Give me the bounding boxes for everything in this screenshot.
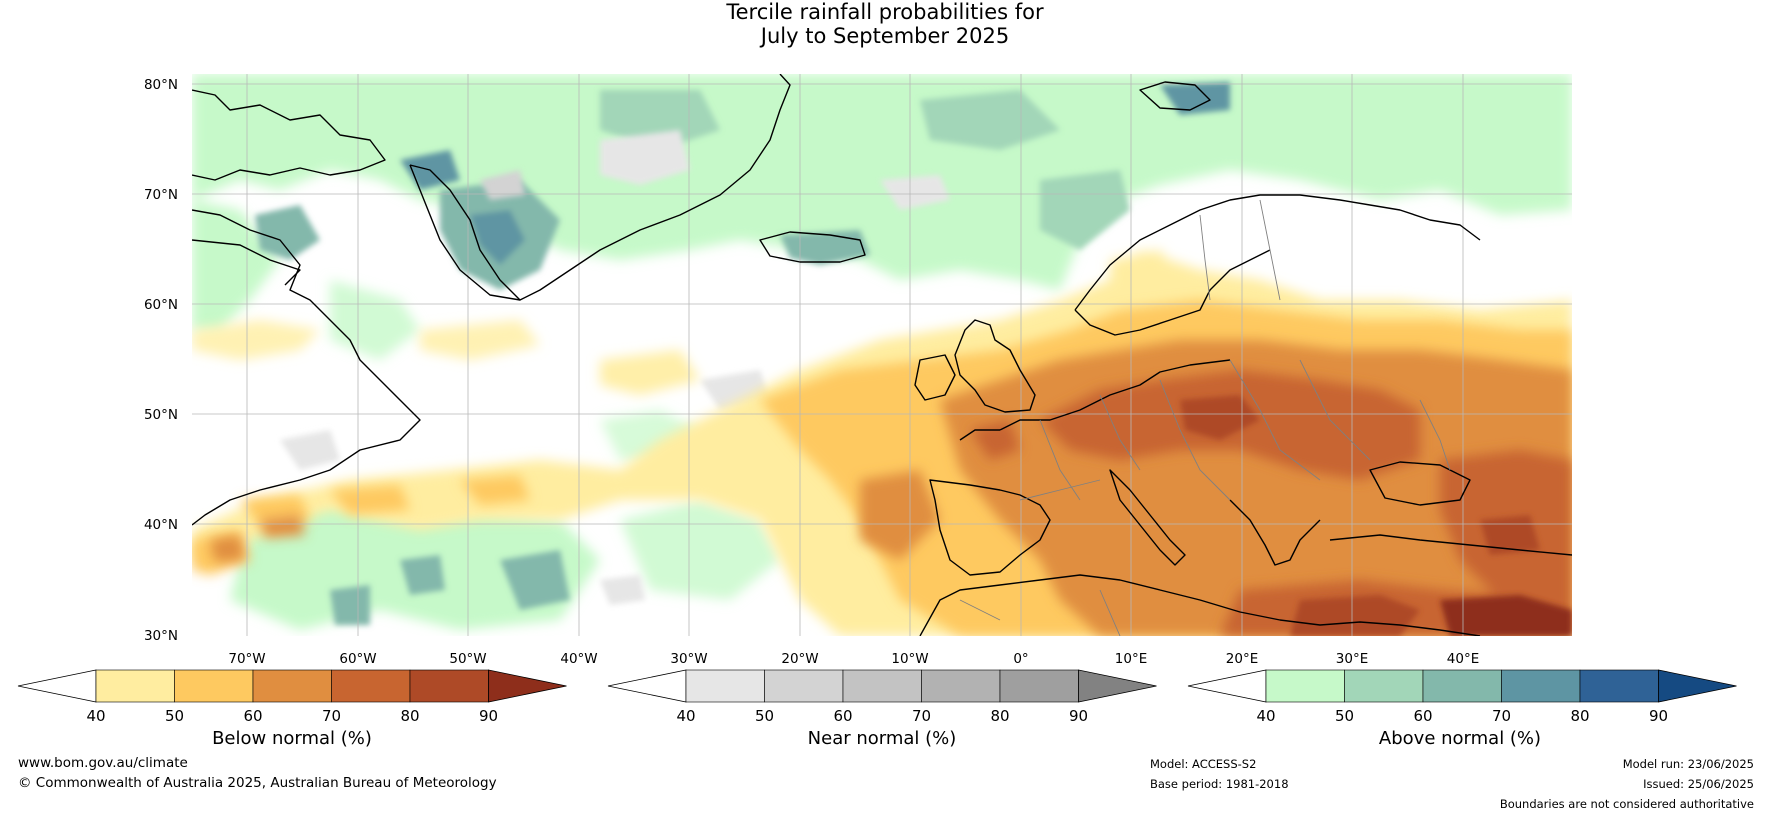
colorbar-tick-label: 80 xyxy=(1570,707,1589,725)
colorbar-tick-label: 50 xyxy=(755,707,774,725)
colorbar-tick-label: 70 xyxy=(1492,707,1511,725)
colorbar-tick-label: 50 xyxy=(1335,707,1354,725)
colorbar-segment xyxy=(1344,669,1424,703)
country-borders xyxy=(959,199,1451,636)
map-title: Tercile rainfall probabilities for July … xyxy=(0,0,1770,48)
lon-tick-label: 40°E xyxy=(1447,651,1479,667)
copyright-text: © Commonwealth of Australia 2025, Austra… xyxy=(18,775,497,791)
above-normal-strong-region xyxy=(255,82,1230,625)
colorbar-above: 40 50 60 70 80 90 xyxy=(1187,669,1737,725)
colorbar-extend-low xyxy=(1187,669,1267,703)
lon-tick-labels: 70°W 60°W 50°W 40°W 30°W 20°W 10°W 0° 10… xyxy=(228,651,1479,667)
colorbar-tick-label: 40 xyxy=(676,707,695,725)
colorbar-label-near: Near normal (%) xyxy=(807,728,957,749)
model-text: Model: ACCESS-S2 xyxy=(1150,757,1257,771)
lon-tick-label: 20°W xyxy=(781,651,818,667)
colorbar-tick-label: 60 xyxy=(833,707,852,725)
colorbar-label-above: Above normal (%) xyxy=(1378,728,1542,749)
below-normal-extreme-region xyxy=(1180,395,1572,636)
colorbar-segment xyxy=(95,669,175,703)
colorbar-segment xyxy=(921,669,1001,703)
lon-tick-label: 60°W xyxy=(339,651,376,667)
colorbar-extend-high xyxy=(1078,669,1157,703)
colorbar-extend-high xyxy=(1658,669,1737,703)
lon-tick-label: 30°W xyxy=(670,651,707,667)
lat-tick-label: 50°N xyxy=(144,407,178,423)
issued-text: Issued: 25/06/2025 xyxy=(1643,777,1754,791)
lat-tick-labels: 80°N 70°N 60°N 50°N 40°N 30°N xyxy=(144,77,178,644)
colorbar-segment xyxy=(409,669,489,703)
base-period-text: Base period: 1981-2018 xyxy=(1150,777,1289,791)
title-line-2: July to September 2025 xyxy=(760,24,1010,48)
lat-tick-label: 40°N xyxy=(144,517,178,533)
colorbar-tick-label: 60 xyxy=(1413,707,1432,725)
colorbar-segment xyxy=(685,669,765,703)
colorbar-below: 40 50 60 70 80 90 xyxy=(17,669,567,725)
colorbar-segment xyxy=(842,669,922,703)
coastlines xyxy=(192,74,1572,636)
model-run-text: Model run: 23/06/2025 xyxy=(1622,757,1754,771)
lon-tick-label: 10°W xyxy=(891,651,928,667)
colorbar-tick-label: 90 xyxy=(1649,707,1668,725)
lat-tick-label: 70°N xyxy=(144,187,178,203)
colorbar-segment xyxy=(174,669,254,703)
disclaimer-text: Boundaries are not considered authoritat… xyxy=(1499,797,1754,811)
lon-tick-label: 40°W xyxy=(560,651,597,667)
colorbar-tick-label: 80 xyxy=(990,707,1009,725)
colorbar-segment xyxy=(331,669,411,703)
lat-tick-label: 80°N xyxy=(144,77,178,93)
colorbar-label-below: Below normal (%) xyxy=(212,728,372,749)
colorbar-segment xyxy=(1265,669,1345,703)
lon-tick-label: 70°W xyxy=(228,651,265,667)
lon-tick-label: 20°E xyxy=(1226,651,1258,667)
colorbar-tick-label: 40 xyxy=(86,707,105,725)
lat-tick-label: 60°N xyxy=(144,297,178,313)
colorbar-tick-label: 80 xyxy=(400,707,419,725)
colorbar-tick-label: 60 xyxy=(243,707,262,725)
lon-tick-label: 30°E xyxy=(1336,651,1368,667)
lon-tick-label: 50°W xyxy=(449,651,486,667)
colorbar-tick-label: 90 xyxy=(479,707,498,725)
map-area xyxy=(192,74,1572,636)
colorbar-segment xyxy=(1501,669,1581,703)
map-gridlines xyxy=(192,74,1572,636)
colorbar-extend-low xyxy=(607,669,687,703)
colorbar-tick-label: 70 xyxy=(912,707,931,725)
colorbar-extend-high xyxy=(488,669,567,703)
colorbar-segment xyxy=(1579,669,1659,703)
colorbar-segment xyxy=(252,669,332,703)
website-link[interactable]: www.bom.gov.au/climate xyxy=(18,755,188,771)
colorbar-tick-label: 40 xyxy=(1256,707,1275,725)
colorbar-near: 40 50 60 70 80 90 xyxy=(607,669,1157,725)
lon-tick-label: 0° xyxy=(1013,651,1028,667)
lat-tick-label: 30°N xyxy=(144,628,178,644)
colorbar-tick-label: 50 xyxy=(165,707,184,725)
colorbars: 40 50 60 70 80 90 40 50 60 70 80 90 40 50 60 70 80 90 xyxy=(17,669,1737,725)
colorbar-segment xyxy=(1422,669,1502,703)
colorbar-extend-low xyxy=(17,669,97,703)
lon-tick-label: 10°E xyxy=(1115,651,1147,667)
colorbar-tick-label: 90 xyxy=(1069,707,1088,725)
colorbar-tick-label: 70 xyxy=(322,707,341,725)
colorbar-segment xyxy=(999,669,1079,703)
colorbar-segment xyxy=(764,669,844,703)
title-line-1: Tercile rainfall probabilities for xyxy=(726,0,1044,24)
